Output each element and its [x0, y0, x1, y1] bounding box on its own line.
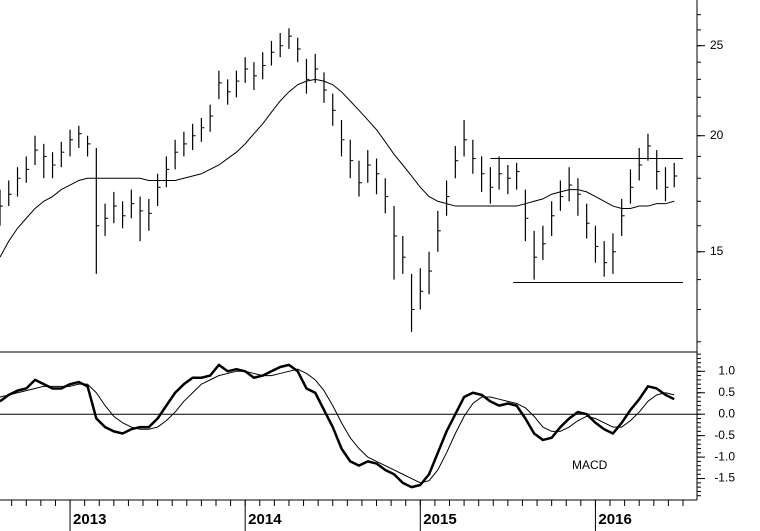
x-tick-label: 2016 — [598, 511, 631, 528]
y-tick-label: -1.5 — [714, 471, 735, 485]
y-tick-label: 15 — [710, 244, 724, 258]
y-tick-label: 0.0 — [718, 406, 735, 420]
x-tick-label: 2015 — [423, 511, 456, 528]
y-tick-label: -1.0 — [714, 449, 735, 463]
macd-line — [0, 368, 675, 484]
y-tick-label: 1.0 — [718, 363, 735, 377]
x-tick-label: 2013 — [73, 511, 106, 528]
macd-line — [0, 363, 675, 489]
y-tick-label: 0.5 — [718, 385, 735, 399]
y-tick-label: 25 — [710, 38, 724, 52]
y-tick-label: -0.5 — [714, 428, 735, 442]
macd-label: MACD — [572, 458, 608, 472]
x-tick-label: 2014 — [248, 511, 282, 528]
y-tick-label: 20 — [710, 128, 724, 142]
moving-average — [0, 78, 675, 258]
